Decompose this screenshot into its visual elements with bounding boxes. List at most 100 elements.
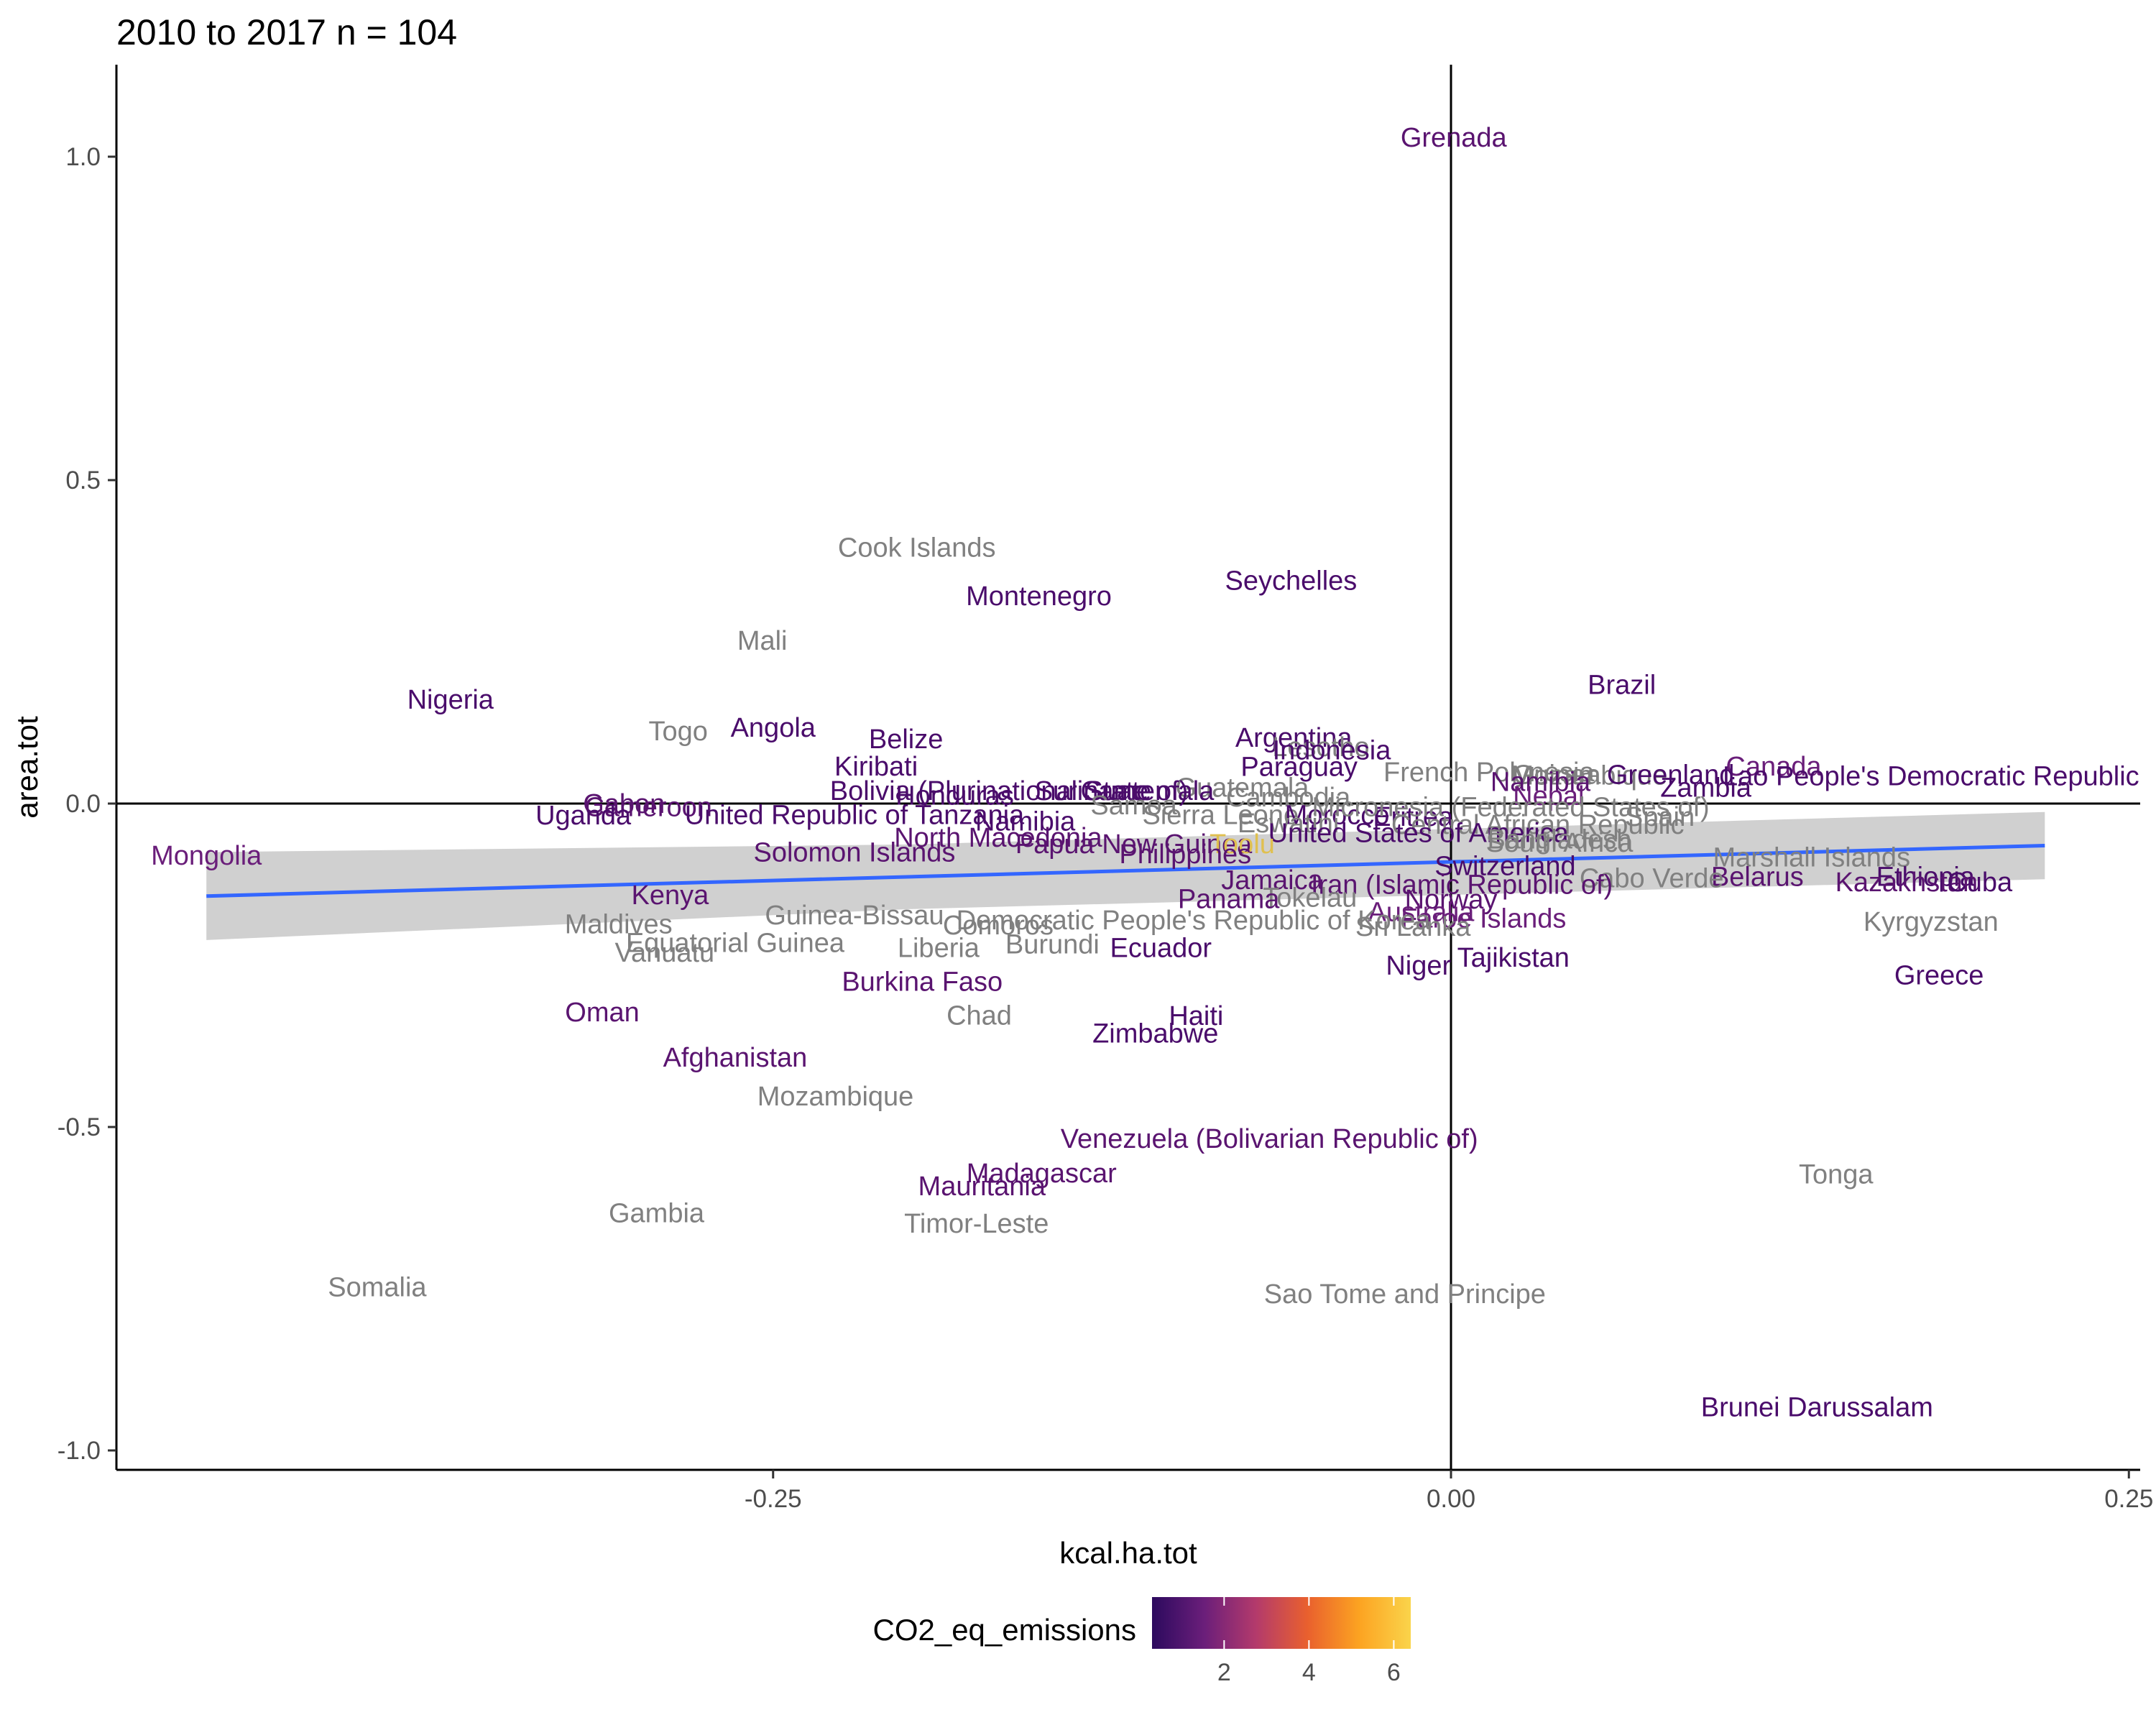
point-label: Greece: [1894, 961, 1984, 991]
y-tick-label: 0.5: [65, 466, 101, 494]
point-label: Kazakhstan: [1835, 868, 1978, 898]
point-label: Madagascar: [967, 1159, 1117, 1189]
point-label: Belize: [869, 724, 944, 755]
point-label: Cambodia: [1226, 783, 1351, 813]
point-label: Mauritania: [918, 1172, 1046, 1202]
point-label: Comoros: [943, 911, 1054, 941]
point-label: North Macedonia: [894, 823, 1102, 853]
point-label: Guinea: [1513, 760, 1601, 791]
point-label: Montenegro: [966, 581, 1112, 612]
point-label: Maldives: [565, 909, 673, 939]
point-label: Mozambique: [757, 1082, 914, 1112]
point-label: Kenya: [632, 880, 710, 911]
point-label: United Republic of Tanzania: [685, 800, 1025, 830]
point-label: Eritrea: [1373, 802, 1454, 832]
point-label: Somalia: [328, 1272, 427, 1302]
point-label: Gambia: [609, 1199, 705, 1229]
y-tick-label: 1.0: [65, 143, 101, 171]
point-label: Switzerland: [1434, 851, 1575, 881]
point-label: Lesotho: [1272, 732, 1369, 763]
y-tick-label: -0.5: [57, 1113, 101, 1141]
point-label: Haiti: [1169, 1001, 1223, 1031]
point-label: Nepal: [1513, 781, 1584, 811]
point-label: Panama: [1178, 884, 1280, 914]
point-label: Zambia: [1660, 773, 1752, 804]
point-label: Vanuatu: [614, 938, 714, 968]
point-label: Morocco: [1285, 800, 1390, 830]
plot-area: Grenada Cook Islands Seychelles Montenegro M…: [116, 65, 2140, 1470]
point-label: French Polynesia: [1383, 758, 1595, 788]
point-label: Niger: [1386, 951, 1451, 981]
y-axis-title: area.tot: [10, 716, 44, 819]
x-tick-label: 0.25: [2104, 1485, 2153, 1513]
point-label: Tajikistan: [1457, 943, 1570, 973]
point-label: Sao Tome and Principe: [1264, 1279, 1546, 1310]
legend-tick-label: 6: [1387, 1659, 1401, 1686]
point-label: Burundi: [1005, 929, 1100, 960]
point-label: United States of America: [1268, 819, 1570, 849]
point-label: Guinea-Bissau: [765, 901, 944, 931]
y-tick-label: -1.0: [57, 1437, 101, 1465]
point-label: Honduras: [895, 781, 1014, 811]
legend: CO2_eq_emissions 2 4 6: [872, 1597, 1411, 1686]
point-label: Argentina: [1235, 723, 1353, 753]
point-label: Oman: [565, 998, 639, 1028]
point-label: Belarus: [1711, 862, 1804, 893]
point-label: Faroe Islands: [1401, 903, 1566, 934]
point-label: Namibia: [975, 806, 1076, 837]
x-axis-title: kcal.ha.tot: [1059, 1536, 1197, 1570]
point-label: Paraguay: [1240, 753, 1358, 783]
point-label: Ethiopia: [1876, 862, 1976, 893]
point-label: Spain: [1625, 802, 1695, 832]
trend-line: [206, 844, 2045, 898]
point-label: Australia: [1368, 897, 1475, 927]
point-label: Eswatini: [1238, 809, 1340, 839]
legend-colorbar: [1152, 1597, 1411, 1649]
point-label: Guatemala: [1176, 773, 1310, 804]
point-label: Nigeria: [407, 685, 494, 715]
point-label: Seychelles: [1225, 566, 1358, 597]
point-label: Uganda: [535, 801, 632, 831]
point-label: Afghanistan: [663, 1043, 808, 1073]
legend-ticks: 2 4 6: [1217, 1597, 1401, 1686]
point-label: Mozambique: [1511, 760, 1668, 791]
y-tick-label: 0.0: [65, 790, 101, 818]
point-label: Philippines: [1119, 840, 1251, 870]
point-label: Angola: [731, 713, 816, 743]
point-label: Kyrgyzstan: [1864, 907, 1999, 937]
point-label: Marshall Islands: [1713, 843, 1911, 873]
point-label: Cook Islands: [838, 533, 996, 564]
point-label: Liberia: [898, 934, 980, 964]
point-label: Namibia: [1491, 767, 1591, 797]
point-label: Sri Lanka: [1355, 912, 1471, 942]
axes: -0.25 0.00 0.25 -1.0 -0.5 0.0 0.5 1.0: [57, 65, 2153, 1513]
confidence-band: [206, 811, 2045, 940]
point-label: Mongolia: [151, 841, 262, 871]
point-label: Gabon: [583, 789, 665, 819]
x-axis-ticks: -0.25 0.00 0.25: [745, 1470, 2153, 1513]
point-label: Bangladesh: [1488, 825, 1632, 855]
point-label: Papua New Guinea: [1015, 829, 1253, 860]
point-label: Sierra Leone: [1142, 800, 1299, 830]
x-tick-label: -0.25: [745, 1485, 802, 1513]
point-label: Tokelau: [1263, 883, 1357, 914]
y-axis-ticks: -1.0 -0.5 0.0 0.5 1.0: [57, 143, 116, 1465]
legend-tick-label: 4: [1302, 1659, 1316, 1686]
point-label: Solomon Islands: [753, 838, 955, 868]
point-label: Canada: [1726, 752, 1822, 782]
point-label: Greenland: [1607, 760, 1734, 791]
point-label: Cuba: [1947, 868, 2013, 898]
point-label: Togo: [648, 717, 707, 747]
point-label: South Africa: [1485, 828, 1634, 858]
point-label: Iran (Islamic Republic of): [1311, 870, 1613, 901]
point-label: Mali: [737, 626, 788, 656]
point-label: Guatemala: [1080, 776, 1215, 806]
point-label: Brunei Darussalam: [1701, 1393, 1933, 1423]
point-label: Zimbabwe: [1092, 1019, 1218, 1049]
chart-title: 2010 to 2017 n = 104: [116, 12, 457, 52]
point-label: Norway: [1405, 885, 1498, 915]
point-label: Cameroon: [584, 793, 711, 823]
point-label: Venezuela (Bolivarian Republic of): [1061, 1124, 1478, 1154]
point-label: Brazil: [1588, 670, 1656, 700]
